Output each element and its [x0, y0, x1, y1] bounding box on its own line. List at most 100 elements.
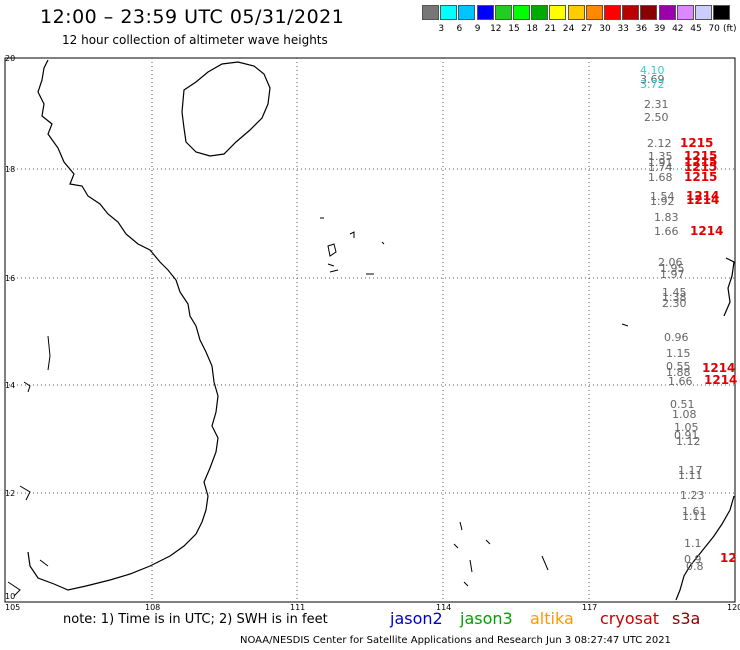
map-grid: [5, 58, 735, 602]
wave-height-value: 3.72: [640, 78, 665, 91]
pass-time-label: 1215: [680, 136, 714, 150]
wave-height-value: 0.51: [670, 398, 695, 411]
scale-swatch: [422, 5, 439, 20]
page-title: 12:00 – 23:59 UTC 05/31/2021: [40, 6, 345, 28]
scale-swatch: [567, 5, 585, 20]
wave-height-value: 0.91: [674, 429, 699, 442]
wave-height-value: 1.45: [662, 286, 687, 299]
wave-height-value: 1.1: [684, 537, 702, 550]
scale-swatch: [476, 5, 494, 20]
scale-swatch: [494, 5, 512, 20]
scale-label: 18: [526, 24, 538, 34]
scale-swatch: [531, 5, 549, 20]
scale-label: 9: [474, 24, 481, 34]
wave-height-value: 1.92: [650, 195, 675, 208]
lon-label: 114: [436, 603, 452, 612]
coastline-vietnam: [27, 59, 219, 591]
wave-height-value: 1.95: [660, 262, 685, 275]
coastline-fragment: [7, 335, 51, 597]
pass-time-label: 1214: [690, 224, 724, 238]
scale-swatch: [440, 5, 458, 20]
wave-height-value: 2.50: [644, 111, 669, 124]
paracel-islands: [320, 217, 385, 275]
satellite-s3a: s3a: [672, 609, 701, 628]
map-frame: [4, 57, 736, 603]
scale-label: 12: [490, 24, 502, 34]
scale-label: 42: [672, 24, 684, 34]
wave-height-value: 1.23: [680, 489, 705, 502]
satellite-jason2: jason2: [390, 609, 443, 628]
scale-label: 27: [581, 24, 593, 34]
wave-height-value: 1.11: [678, 469, 703, 482]
scale-swatch: [713, 5, 731, 20]
scale-label: 21: [544, 24, 557, 34]
wave-height-value: 1.83: [654, 211, 679, 224]
wave-height-value: 1.68: [648, 171, 673, 184]
scale-swatch: [640, 5, 658, 20]
scale-swatch: [676, 5, 694, 20]
scale-label: 30: [599, 24, 611, 34]
pass-time-label: 1214: [686, 193, 720, 207]
scale-swatch: [604, 5, 621, 20]
wave-height-value: 1.08: [672, 408, 697, 421]
wave-height-value: 2.12: [647, 137, 672, 150]
wave-height-value: 1.35: [648, 150, 673, 163]
pass-time-label: 1214: [686, 189, 720, 203]
pass-time-label: 1215: [684, 160, 718, 174]
scale-swatch: [622, 5, 640, 20]
satellite-jason3: jason3: [460, 609, 513, 628]
wave-height-value: 1.97: [660, 268, 685, 281]
wave-height-value: 1.74: [648, 161, 673, 174]
scale-swatch: [695, 5, 712, 20]
wave-height-value: 1.91: [648, 156, 673, 169]
wave-height-value: 2.30: [662, 297, 687, 310]
spratly-fragments: [453, 323, 629, 587]
pass-time-label: 1214: [704, 373, 738, 387]
pass-time-label: 1215: [684, 170, 718, 184]
scale-label: 39: [653, 24, 666, 34]
scale-swatch: [513, 5, 530, 20]
wave-height-value: 1.12: [676, 435, 701, 448]
lon-label: 108: [145, 603, 161, 612]
wave-height-value: 4.10: [640, 64, 665, 77]
wave-height-value: 0.8: [686, 560, 704, 573]
satellite-altika: altika: [530, 609, 574, 628]
wave-height-value: 1.38: [662, 291, 687, 304]
scale-swatch: [658, 5, 676, 20]
lat-label: 16: [5, 274, 16, 283]
wave-height-value: 1.15: [666, 347, 691, 360]
scale-swatch: [549, 5, 567, 20]
pass-time-label: 1215: [684, 149, 718, 163]
coastline-hainan: [181, 61, 271, 157]
wave-height-value: 1.11: [682, 510, 707, 523]
wave-height-value: 0.96: [664, 331, 689, 344]
wave-height-value: 1.88: [666, 366, 691, 379]
scale-label: 70: [708, 24, 720, 34]
scale-label: 33: [617, 24, 629, 34]
footer-credit: NOAA/NESDIS Center for Satellite Applica…: [240, 635, 671, 646]
wave-height-value: 3.69: [640, 73, 665, 86]
wave-height-value: 1.66: [654, 225, 679, 238]
lat-label: 20: [5, 54, 16, 63]
scale-label: 6: [456, 24, 463, 34]
lon-label: 120: [727, 603, 740, 612]
scale-label: 3: [438, 24, 445, 34]
wave-height-value: 1.66: [668, 375, 693, 388]
lon-label: 105: [5, 603, 21, 612]
lat-label: 12: [5, 489, 16, 498]
wave-height-value: 1.54: [650, 190, 675, 203]
wave-height-value: 0.9: [684, 553, 702, 566]
wave-height-value: 2.06: [658, 256, 683, 269]
page-subtitle: 12 hour collection of altimeter wave hei…: [62, 33, 328, 47]
scale-unit: (ft): [723, 24, 737, 34]
scale-swatch: [458, 5, 476, 20]
pass-time-label: 12: [720, 551, 737, 565]
wave-height-value: 1.05: [674, 421, 699, 434]
lon-label: 111: [290, 603, 306, 612]
lat-label: 18: [5, 165, 16, 174]
pass-time-label: 1215: [684, 155, 718, 169]
scale-label: 24: [562, 24, 575, 34]
wave-height-value: 1.17: [678, 464, 703, 477]
satellite-cryosat: cryosat: [600, 609, 660, 628]
